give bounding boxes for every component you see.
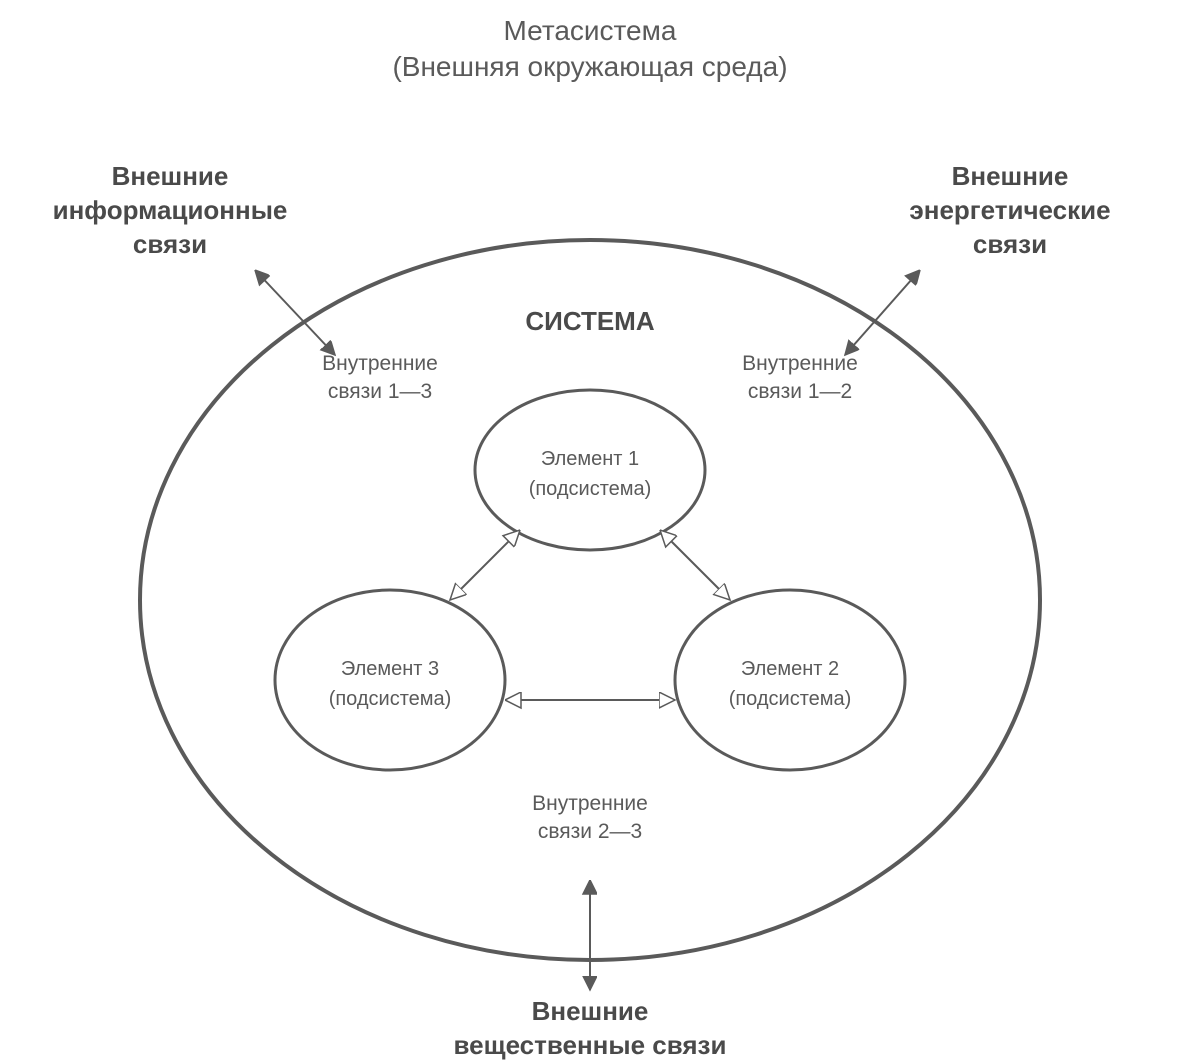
external-label-ext-info-lbl-line2: связи <box>133 229 207 259</box>
external-label-ext-info-lbl-line1: информационные <box>53 195 288 225</box>
internal-label-lbl13-2: связи 1—3 <box>328 380 432 403</box>
external-label-ext-info-lbl-line0: Внешние <box>112 161 229 191</box>
element-el3-label2: (подсистема) <box>329 688 452 710</box>
external-label-ext-matter-lbl-line1: вещественные связи <box>454 1030 727 1060</box>
element-el1-ellipse <box>475 390 705 550</box>
internal-label-lbl12-1: Внутренние <box>742 352 858 375</box>
element-el3-ellipse <box>275 590 505 770</box>
system-title: СИСТЕМА <box>525 306 654 336</box>
external-label-ext-energy-lbl-line1: энергетические <box>909 195 1110 225</box>
external-label-ext-matter-lbl-line0: Внешние <box>532 996 649 1026</box>
internal-label-lbl12-2: связи 1—2 <box>748 380 852 403</box>
external-label-ext-energy-lbl-line2: связи <box>973 229 1047 259</box>
element-el3-label1: Элемент 3 <box>341 658 439 680</box>
metasystem-title-line1: Метасистема <box>504 15 677 46</box>
metasystem-title-line2: (Внешняя окружающая среда) <box>392 51 787 82</box>
system-diagram: Метасистема (Внешняя окружающая среда) С… <box>0 0 1181 1063</box>
element-el2-label1: Элемент 2 <box>741 658 839 680</box>
element-el1-label1: Элемент 1 <box>541 448 639 470</box>
internal-label-lbl23-1: Внутренние <box>532 792 648 815</box>
element-el2-ellipse <box>675 590 905 770</box>
element-el1-label2: (подсистема) <box>529 478 652 500</box>
internal-label-lbl23-2: связи 2—3 <box>538 820 642 843</box>
internal-label-lbl13-1: Внутренние <box>322 352 438 375</box>
external-label-ext-energy-lbl-line0: Внешние <box>952 161 1069 191</box>
element-el2-label2: (подсистема) <box>729 688 852 710</box>
